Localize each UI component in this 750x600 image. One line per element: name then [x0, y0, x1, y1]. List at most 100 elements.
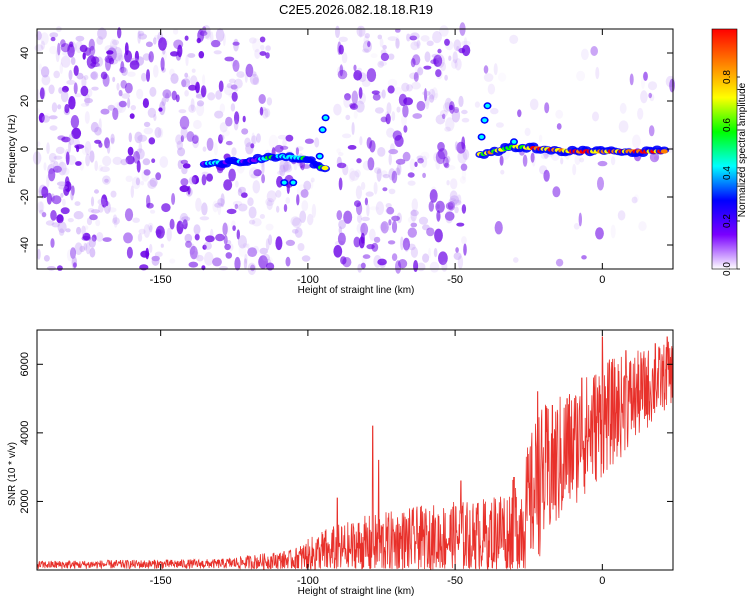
spectrogram-cell	[138, 142, 143, 154]
spectrogram-cell	[631, 196, 638, 204]
spectrogram-cell	[50, 160, 55, 165]
spectrogram-cell	[232, 225, 236, 232]
spectrogram-cell	[251, 135, 257, 145]
spectrogram-cell	[245, 63, 254, 78]
spectrogram-cell	[184, 233, 193, 243]
spectrogram-cell	[76, 72, 84, 80]
spectrogram-cell	[618, 120, 629, 133]
spectrogram-cell	[348, 168, 356, 182]
spectrogram-cell	[149, 177, 158, 187]
spectrogram-cell	[75, 35, 85, 42]
spectrogram-cell	[299, 210, 307, 223]
spectrogram-cell	[118, 89, 123, 97]
spectrogram-cell	[95, 56, 104, 68]
spectrogram-cell	[581, 48, 589, 60]
spectrogram-cell	[451, 59, 458, 69]
spectrogram-cell	[74, 242, 83, 255]
spectrogram-cell	[53, 70, 60, 79]
spectrogram-cell	[374, 167, 382, 174]
spectrogram-cell	[210, 39, 221, 48]
spectrogram-cell	[254, 48, 261, 60]
spectrogram-cell	[143, 169, 151, 176]
spectrogram-cell	[265, 223, 274, 231]
spectrogram-cell	[238, 186, 247, 194]
spectrogram-cell	[363, 35, 370, 45]
spectrogram-cell	[244, 137, 251, 148]
spectrogram-cell	[439, 25, 449, 37]
spectrogram-cell	[369, 206, 380, 211]
spectrogram-cell	[474, 101, 480, 108]
bright-cell	[290, 180, 296, 185]
spectrogram-cell	[74, 93, 82, 98]
spectrogram-cell	[412, 113, 423, 119]
spectrogram-cell	[194, 178, 199, 184]
spectrogram-cell	[362, 254, 371, 259]
spectrogram-cell	[360, 232, 365, 244]
spectrogram-cell	[268, 134, 279, 149]
spectrogram-cell	[413, 71, 419, 82]
spectrogram-cell	[649, 93, 655, 102]
spectrogram-cell	[66, 79, 76, 85]
spectrogram-cell	[102, 175, 111, 185]
spectrogram-cell	[444, 162, 450, 169]
spectrogram-cell	[97, 27, 107, 40]
spectrogram-cell	[648, 92, 652, 99]
spectrogram-cell	[67, 44, 75, 58]
spectrogram-cell	[118, 100, 127, 108]
spectrogram-cell	[201, 202, 208, 216]
spectrogram-cell	[265, 197, 275, 207]
spectrogram-cell	[177, 147, 186, 157]
spectrogram-cell	[149, 225, 153, 233]
spectrogram-cell	[333, 103, 342, 116]
spectrogram-cell	[192, 135, 199, 144]
spectrogram-cell	[356, 67, 363, 73]
spectrogram-cell	[73, 82, 78, 95]
spectrogram-cell	[420, 151, 430, 160]
spectrogram-cell	[381, 89, 386, 99]
spectrogram-cell	[171, 90, 177, 101]
spectrogram-cell	[228, 168, 236, 182]
spectrogram-cell	[143, 127, 154, 135]
spectrogram-cell	[41, 74, 51, 86]
spectrogram-cell	[277, 134, 288, 140]
spectrogram-cell	[103, 201, 111, 214]
spectrogram-cell	[649, 152, 660, 163]
spectrogram-cell	[154, 35, 160, 40]
spectrogram-cell	[437, 141, 445, 152]
colorbar-tick-label: 0.8	[722, 70, 733, 84]
spectrogram-cell	[374, 107, 384, 114]
snr-x-tick-label: -50	[447, 575, 463, 587]
spectrogram-cell	[131, 176, 141, 190]
spectrogram-cell	[391, 220, 398, 233]
spectrogram-cell	[89, 150, 95, 163]
spectrogram-cell	[228, 78, 236, 84]
spectrogram-cell	[314, 137, 320, 148]
spectrogram-cell	[70, 247, 76, 259]
spectrogram-cell	[354, 169, 361, 178]
spectrogram-cell	[102, 155, 112, 167]
spectrogram-cell	[395, 28, 401, 33]
spectrogram-cell	[597, 160, 608, 167]
spectrogram-cell	[107, 104, 116, 111]
spectrogram-cell	[344, 93, 351, 101]
spectrogram-cell	[490, 107, 499, 115]
spectrogram-cell	[134, 50, 139, 63]
spectrogram-cell	[379, 61, 387, 66]
spectrogram-cell	[206, 173, 213, 182]
spectrogram-panel: -150 -100 -50 0 -40 -20 0 20 40 Height of strai…	[7, 22, 676, 296]
spectrogram-cell	[385, 203, 392, 209]
spectrogram-cell	[444, 211, 455, 221]
spectrogram-cell	[426, 40, 434, 47]
spectrogram-cell	[617, 210, 626, 221]
spectrogram-cell	[409, 158, 416, 171]
spectrogram-cell	[411, 198, 418, 212]
spectrogram-cell	[410, 209, 419, 217]
spectrogram-cell	[416, 155, 424, 161]
spectrogram-cell	[232, 41, 240, 46]
spectrogram-cell	[94, 189, 99, 194]
spectrogram-cell	[215, 28, 225, 42]
spectrogram-cell	[218, 134, 223, 144]
spectrogram-cell	[248, 167, 259, 179]
spectrogram-cell	[380, 52, 389, 62]
spectrogram-cell	[395, 38, 400, 49]
